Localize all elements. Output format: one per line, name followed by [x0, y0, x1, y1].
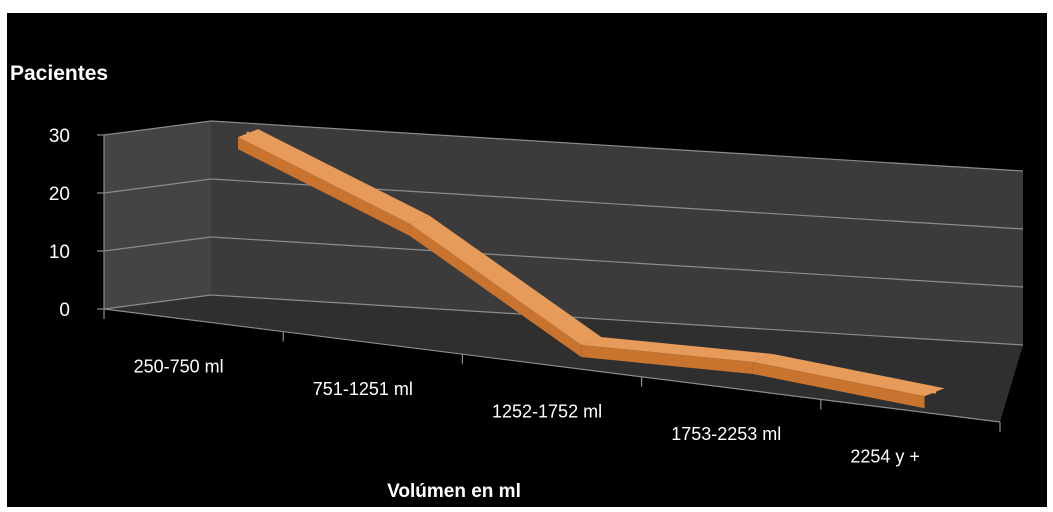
ribbon-top-segment-0	[237, 129, 430, 224]
ribbon-top-segment-2	[581, 337, 773, 362]
axes	[97, 134, 1001, 432]
ribbon-top-segment-3	[752, 353, 945, 397]
y-axis-title: Pacientes	[10, 62, 108, 85]
back-wall	[211, 121, 1023, 345]
data-point-3	[761, 356, 765, 360]
data-point-2	[589, 339, 593, 343]
ribbon-front-segment-3	[752, 361, 925, 409]
y-tick-labels: 0 10 20 30	[49, 126, 70, 321]
gridline-side-20	[103, 178, 212, 194]
x-axis-line	[103, 308, 1001, 423]
category-label-1: 751-1251 ml	[313, 379, 413, 399]
chart-walls	[104, 121, 1023, 422]
y-tick-label-20: 20	[49, 184, 70, 205]
category-label-4: 2254 y +	[850, 447, 920, 467]
gridline-back-0	[210, 294, 1024, 346]
category-label-0: 250-750 ml	[134, 356, 224, 376]
side-wall	[104, 121, 211, 309]
y-tick-label-0: 0	[59, 300, 70, 321]
gridline-back-30	[210, 120, 1024, 172]
y-tick-label-10: 10	[49, 242, 70, 263]
category-label-2: 1252-1752 ml	[492, 402, 602, 422]
x-axis-title: Volúmen en ml	[387, 481, 521, 502]
chart-area: 0 10 20 30 250-750 ml 751-1251 ml 1252-1752 m…	[7, 13, 1047, 507]
gridline-side-30	[103, 120, 212, 136]
gridline-back-10	[210, 236, 1024, 288]
gridline-side-0	[103, 294, 212, 310]
ribbon-front-segment-2	[581, 345, 753, 374]
category-label-3: 1753-2253 ml	[671, 424, 781, 444]
data-ribbon	[237, 129, 945, 409]
line-chart-3d: 0 10 20 30 250-750 ml 751-1251 ml 1252-1752 m…	[10, 62, 1024, 502]
gridline-side-10	[103, 236, 212, 252]
category-labels: 250-750 ml 751-1251 ml 1252-1752 ml 1753-22…	[134, 356, 920, 466]
ribbon-front-segment-1	[409, 223, 582, 358]
data-point-4	[933, 390, 937, 394]
ribbon-top-segment-1	[409, 215, 602, 346]
y-tick-label-30: 30	[49, 126, 70, 147]
data-point-0	[246, 131, 250, 135]
data-point-1	[418, 218, 422, 222]
ribbon-front-segment-0	[237, 137, 410, 236]
floor	[104, 295, 1023, 422]
